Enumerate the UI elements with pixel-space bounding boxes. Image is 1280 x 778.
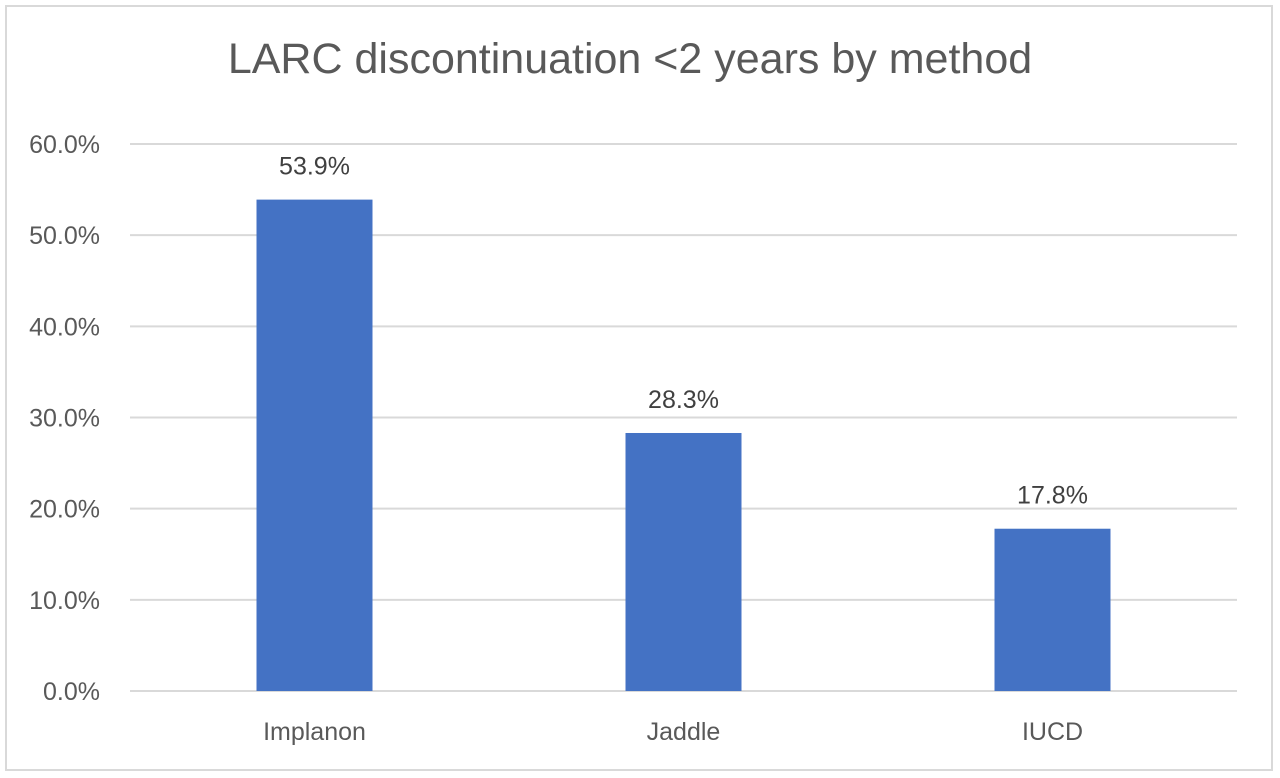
y-tick-label: 60.0% [29,131,100,159]
bar-implanon [256,199,373,691]
y-tick-label: 0.0% [43,678,100,706]
chart-title: LARC discontinuation <2 years by method [228,35,1032,83]
bar-jaddle [625,432,742,691]
y-tick-label: 40.0% [29,313,100,341]
y-tick-label: 10.0% [29,587,100,615]
y-axis-ticks: 0.0% 10.0% 20.0% 30.0% 40.0% 50.0% 60.0% [29,131,100,706]
x-axis-categories: Implanon Jaddle IUCD [263,718,1083,746]
y-tick-label: 20.0% [29,496,100,524]
x-category-label: Jaddle [647,718,721,746]
data-label: 53.9% [279,153,350,181]
y-tick-label: 50.0% [29,222,100,250]
x-category-label: Implanon [263,718,366,746]
data-label: 28.3% [648,386,719,414]
bar-iucd [994,528,1111,691]
data-labels: 53.9% 28.3% 17.8% [279,153,1088,510]
y-tick-label: 30.0% [29,405,100,433]
x-category-label: IUCD [1022,718,1083,746]
bars [256,199,1111,691]
data-label: 17.8% [1017,482,1088,510]
